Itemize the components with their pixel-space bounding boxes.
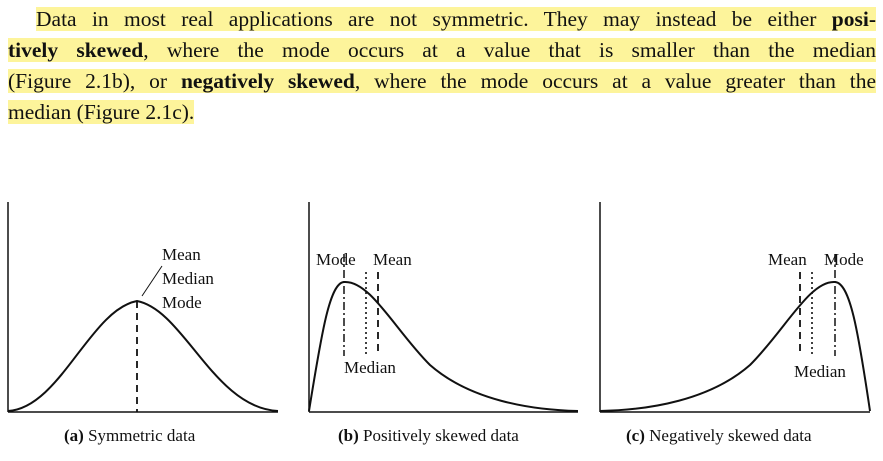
text-run: Data in most real applications are not s… xyxy=(36,7,832,31)
label-mean: Mean xyxy=(768,250,807,269)
svg-text:(b) Positively skewed data: (b) Positively skewed data xyxy=(338,426,519,445)
label-mode: Mode xyxy=(316,250,356,269)
caption-text: Symmetric data xyxy=(84,426,196,445)
label-mean: Mean xyxy=(373,250,412,269)
bold-term: tively skewed xyxy=(8,38,144,62)
paragraph-line-3: (Figure 2.1b), or negatively skewed, whe… xyxy=(8,66,876,97)
label-mean: Mean xyxy=(162,245,201,264)
caption-text: Negatively skewed data xyxy=(645,426,812,445)
text-run: , where the mode occurs at a value that … xyxy=(143,38,876,62)
text-run: median (Figure 2.1c). xyxy=(8,100,195,124)
paragraph-line-1: Data in most real applications are not s… xyxy=(8,4,876,35)
label-mode: Mode xyxy=(162,293,202,312)
negative-skew-curve xyxy=(599,280,871,412)
body-paragraph: Data in most real applications are not s… xyxy=(8,4,876,128)
leader-line xyxy=(141,265,163,297)
panel-symmetric: Mean Median Mode (a) Symmetric data xyxy=(7,202,279,445)
text-run: , where the mode occurs at a value great… xyxy=(354,69,876,93)
panel-positively-skewed: Mode Mean Median (b) Positively skewed d… xyxy=(308,202,579,445)
caption-text: Positively skewed data xyxy=(359,426,520,445)
svg-text:(c) Negatively skewed data: (c) Negatively skewed data xyxy=(626,426,812,445)
label-median: Median xyxy=(794,362,846,381)
text-run: (Figure 2.1b), or xyxy=(8,69,181,93)
label-mode: Mode xyxy=(824,250,864,269)
bold-term: posi- xyxy=(831,7,876,31)
figure-2-1: Mean Median Mode (a) Symmetric data Mode… xyxy=(0,190,883,456)
paragraph-line-2: tively skewed, where the mode occurs at … xyxy=(8,35,876,66)
caption-tag: (c) xyxy=(626,426,645,445)
panel-negatively-skewed: Mean Mode Median (c) Negatively skewed d… xyxy=(599,202,871,445)
symmetric-curve xyxy=(7,299,279,412)
label-median: Median xyxy=(162,269,214,288)
svg-text:(a) Symmetric data: (a) Symmetric data xyxy=(64,426,196,445)
paragraph-line-4: median (Figure 2.1c). xyxy=(8,97,876,128)
bold-term: negatively skewed xyxy=(180,69,355,93)
positive-skew-curve xyxy=(308,280,579,412)
caption-tag: (b) xyxy=(338,426,359,445)
caption-tag: (a) xyxy=(64,426,84,445)
label-median: Median xyxy=(344,358,396,377)
